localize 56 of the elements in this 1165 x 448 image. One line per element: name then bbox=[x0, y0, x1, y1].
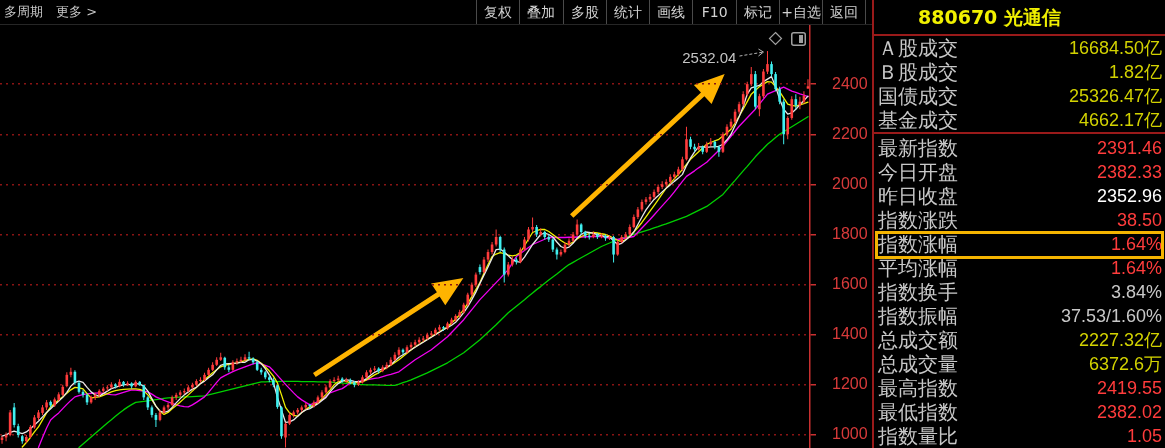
text: F10 bbox=[692, 0, 736, 24]
text: +自选 bbox=[779, 0, 823, 24]
category-label: 指数涨跌 bbox=[878, 208, 958, 232]
category-label: 最高指数 bbox=[878, 376, 958, 400]
text: 25326.47亿 bbox=[1068, 86, 1162, 106]
text: 2391.46 bbox=[1096, 138, 1162, 158]
y-tick-label: 2400 bbox=[832, 74, 868, 92]
annotation: 2532.04 bbox=[682, 49, 737, 67]
y-tick-label: 1600 bbox=[832, 275, 868, 293]
category-label: 指数量比 bbox=[878, 424, 958, 448]
category-label: 指数涨幅 bbox=[878, 232, 958, 256]
category-label: 平均涨幅 bbox=[878, 256, 958, 280]
text: 统计 bbox=[605, 0, 650, 24]
text: 2419.55 bbox=[1096, 378, 1162, 398]
y-tick-label: 1400 bbox=[832, 325, 868, 343]
text: 880670 光通信 bbox=[874, 0, 1165, 36]
text: 38.50 bbox=[1116, 210, 1162, 230]
category-label: 最低指数 bbox=[878, 400, 958, 424]
text: 2382.33 bbox=[1096, 162, 1162, 182]
text: 2352.96 bbox=[1096, 186, 1162, 206]
category-label: 今日开盘 bbox=[878, 160, 958, 184]
text: 返回 bbox=[822, 0, 866, 24]
text: 16684.50亿 bbox=[1068, 38, 1162, 58]
y-tick-label: 1200 bbox=[832, 375, 868, 393]
category-label: 总成交额 bbox=[878, 328, 958, 352]
text: 3.84% bbox=[1110, 282, 1162, 302]
category-label: 总成交量 bbox=[878, 352, 958, 376]
category-label: 昨日收盘 bbox=[878, 184, 958, 208]
category-label: 国债成交 bbox=[878, 84, 958, 108]
category-label: 基金成交 bbox=[878, 108, 958, 132]
y-tick-label: 2200 bbox=[832, 124, 868, 142]
text: 1.64% bbox=[1110, 258, 1162, 278]
text: 2382.02 bbox=[1096, 402, 1162, 422]
text: 37.53/1.60% bbox=[1060, 306, 1162, 326]
text: 标记 bbox=[735, 0, 780, 24]
y-tick-label: 1000 bbox=[832, 425, 868, 443]
category-label: Ｂ股成交 bbox=[878, 60, 958, 84]
y-tick-label: 2000 bbox=[832, 174, 868, 192]
category-label: Ａ股成交 bbox=[878, 36, 958, 60]
text: 画线 bbox=[649, 0, 693, 24]
text: 叠加 bbox=[519, 0, 563, 24]
y-tick-label: 1800 bbox=[832, 224, 868, 242]
category-label: 最新指数 bbox=[878, 136, 958, 160]
text: 1.82亿 bbox=[1108, 62, 1162, 82]
category-label: 指数换手 bbox=[878, 280, 958, 304]
text: 多股 bbox=[562, 0, 606, 24]
text: 2227.32亿 bbox=[1078, 330, 1162, 350]
text: 1.05 bbox=[1126, 426, 1162, 446]
candlestick bbox=[587, 233, 591, 240]
text: 更多 > bbox=[56, 3, 98, 21]
text: 4662.17亿 bbox=[1078, 110, 1162, 130]
text: 6372.6万 bbox=[1088, 354, 1162, 374]
text: 1.64% bbox=[1110, 234, 1162, 254]
text: 复权 bbox=[476, 0, 520, 24]
text: 多周期 bbox=[4, 3, 43, 21]
category-label: 指数振幅 bbox=[878, 304, 958, 328]
